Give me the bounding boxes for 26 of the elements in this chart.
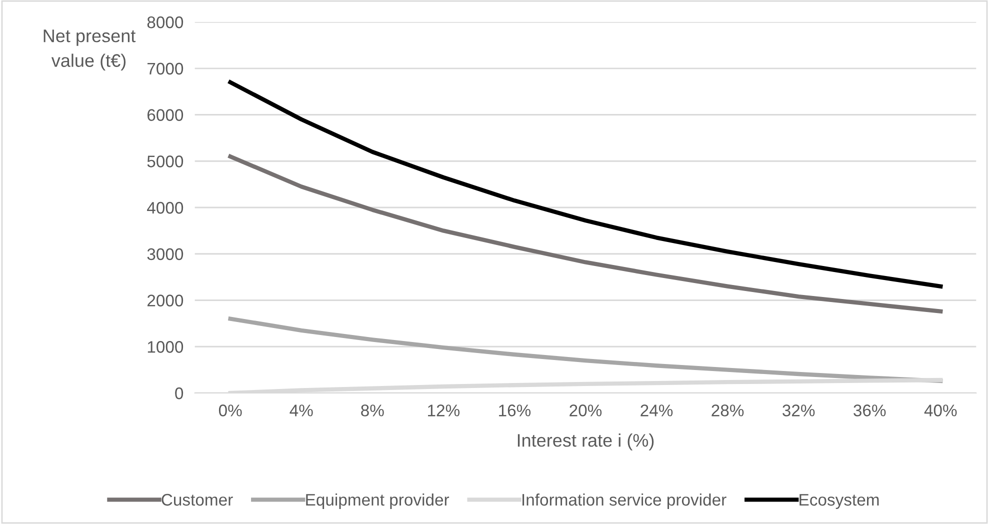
x-tick-label: 8% xyxy=(361,404,384,416)
x-tick-label: 40% xyxy=(924,404,957,416)
y-axis-title: Net present value (t€) xyxy=(44,30,136,71)
x-axis-title: Interest rate i (%) xyxy=(518,434,654,450)
x-tick-label: 28% xyxy=(712,404,744,416)
x-tick-label: 32% xyxy=(782,404,815,416)
y-tick-label: 3000 xyxy=(147,248,184,260)
x-tick-label: 36% xyxy=(854,404,886,416)
y-tick-label: 5000 xyxy=(147,156,184,168)
y-tick-label: 7000 xyxy=(148,62,184,75)
y-tick-label: 2000 xyxy=(147,294,184,306)
x-tick-label: 16% xyxy=(499,404,531,416)
x-tick-label: 12% xyxy=(428,404,460,416)
y-tick-label: 1000 xyxy=(148,341,184,353)
y-tick-label: 0 xyxy=(175,387,184,400)
x-tick-label: 20% xyxy=(570,404,602,416)
legend-label: Ecosystem xyxy=(800,494,879,509)
y-tick-label: 4000 xyxy=(147,202,184,214)
y-tick-label: 6000 xyxy=(147,109,184,121)
legend-label: Customer xyxy=(162,494,233,506)
x-tick-label: 24% xyxy=(640,404,673,416)
legend-label: Equipment provider xyxy=(306,493,450,509)
x-tick-label: 0% xyxy=(218,404,242,416)
legend-label: Information service provider xyxy=(522,493,726,509)
y-tick-label: 8000 xyxy=(147,16,184,28)
x-tick-label: 4% xyxy=(290,404,313,416)
